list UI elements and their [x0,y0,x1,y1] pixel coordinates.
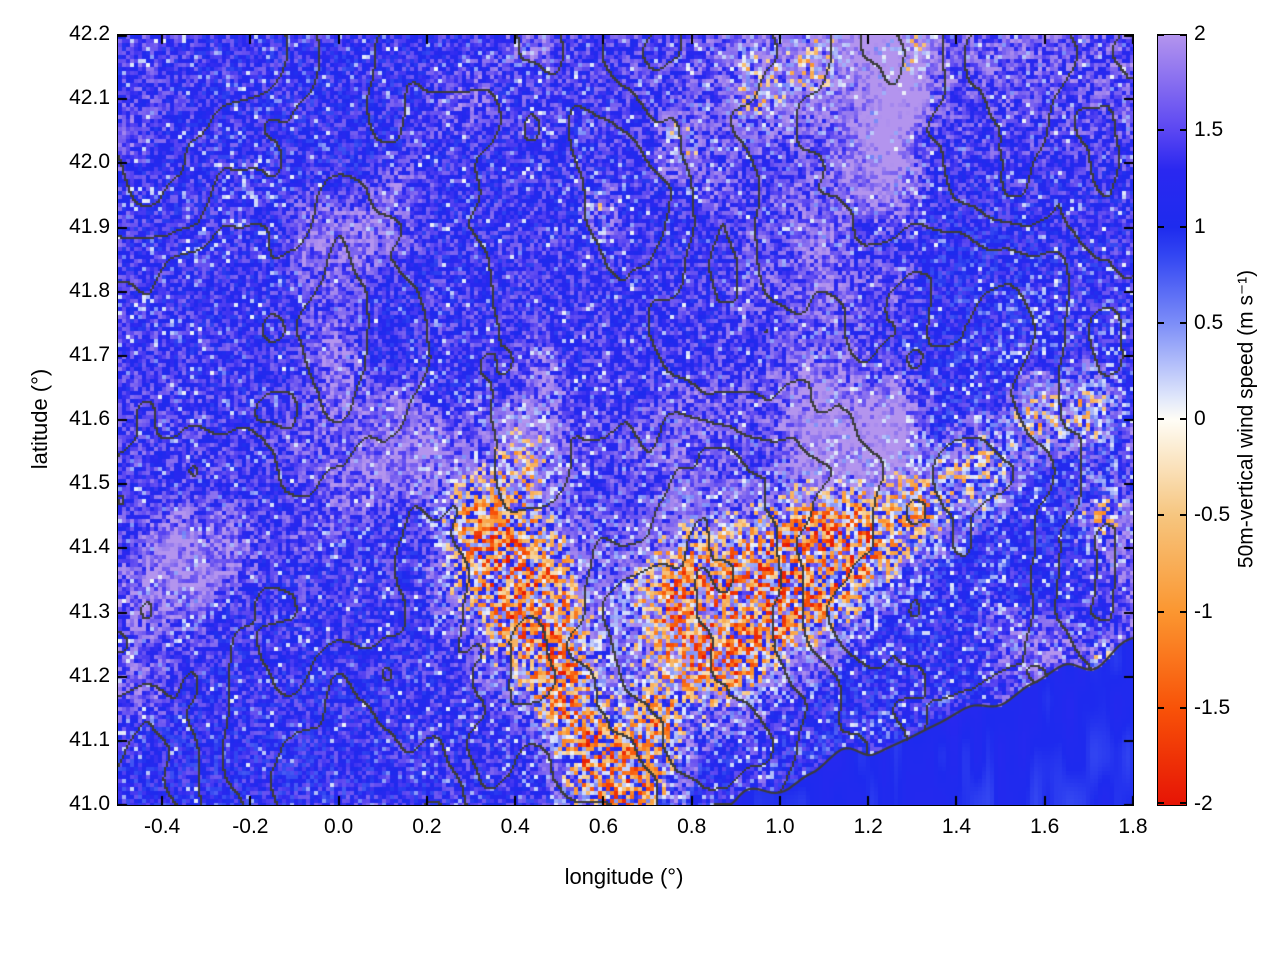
x-tick-label: 0.6 [588,815,619,838]
colorbar-tick-mark [1180,610,1186,613]
colorbar-tick-mark [1180,514,1186,517]
heatmap-plot [117,34,1134,806]
y-tick-label: 41.3 [69,599,110,623]
colorbar-tick-mark [1180,418,1186,420]
colorbar [1157,34,1187,806]
colorbar-tick-label: 1.5 [1194,118,1224,142]
y-tick-label: 42.2 [69,22,110,45]
x-tick-label: 1.2 [853,815,883,838]
colorbar-tick-mark [1180,802,1186,804]
colorbar-tick-mark [1158,225,1164,228]
x-tick-label: -0.2 [232,815,269,838]
x-tick-label: 0.0 [324,815,354,838]
y-tick-label: 41.2 [69,663,110,687]
colorbar-tick-mark [1158,610,1164,613]
colorbar-tick-label: -0.5 [1194,503,1231,527]
y-tick-label: 41.5 [69,471,110,495]
colorbar-label: 50m-vertical wind speed (m s⁻¹) [1234,269,1258,569]
y-tick-label: 41.8 [69,278,110,302]
colorbar-tick-label: 0.5 [1194,310,1224,334]
colorbar-tick-mark [1158,34,1164,36]
colorbar-tick-mark [1158,418,1164,420]
y-tick-label: 41.1 [69,727,110,751]
y-tick-label: 42.1 [69,86,110,110]
x-tick-label: -0.4 [144,815,181,838]
y-tick-label: 41.0 [69,792,110,815]
colorbar-tick-mark [1158,802,1164,804]
x-tick-label: 0.8 [677,815,707,838]
x-tick-label: 1.0 [765,815,795,838]
colorbar-tick-mark [1180,34,1186,36]
x-axis-label: longitude (°) [564,864,684,889]
colorbar-tick-mark [1180,706,1186,709]
y-tick-label: 41.7 [69,342,110,366]
colorbar-tick-label: -1 [1194,599,1213,623]
colorbar-tick-label: -2 [1194,792,1213,815]
x-tick-label: 1.8 [1118,815,1148,838]
colorbar-tick-mark [1158,321,1164,324]
y-tick-label: 42.0 [69,150,110,174]
colorbar-tick-mark [1158,514,1164,517]
x-tick-label: 1.4 [941,815,972,838]
y-tick-label: 41.9 [69,214,110,238]
x-tick-label: 0.4 [500,815,530,838]
colorbar-tick-mark [1180,321,1186,324]
colorbar-tick-mark [1180,225,1186,228]
x-tick-label: 0.2 [412,815,442,838]
colorbar-tick-mark [1158,706,1164,709]
colorbar-tick-label: 1 [1194,214,1206,238]
y-tick-label: 41.4 [69,535,110,559]
colorbar-tick-label: 2 [1194,22,1206,45]
x-tick-label: 1.6 [1030,815,1060,838]
colorbar-tick-label: 0 [1194,407,1206,430]
colorbar-tick-mark [1158,129,1164,132]
colorbar-tick-label: -1.5 [1194,695,1231,719]
y-tick-label: 41.6 [69,407,110,430]
heatmap-canvas [118,35,1133,805]
colorbar-tick-mark [1180,129,1186,132]
